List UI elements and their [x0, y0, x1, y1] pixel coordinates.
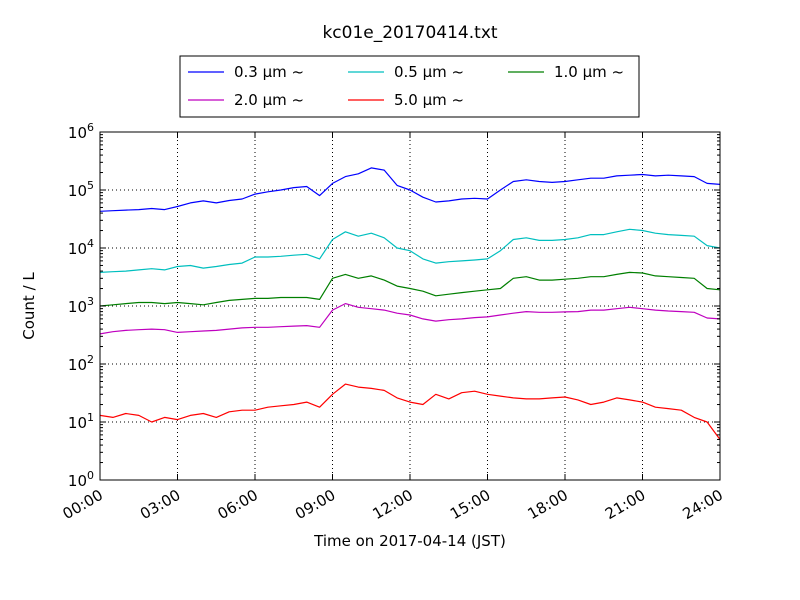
y-axis-title: Count / L: [20, 272, 38, 340]
y-tick-label: 102: [68, 353, 94, 374]
series-line-2: [99, 271, 721, 307]
chart-title: kc01e_20170414.txt: [322, 23, 497, 43]
series-line-4: [99, 383, 721, 440]
legend-box: [179, 55, 640, 118]
series-line-3: [99, 303, 721, 335]
legend-item: 0.3 μm ~: [188, 63, 304, 81]
y-tick-label: 103: [68, 295, 94, 316]
series-layer: [99, 167, 721, 440]
y-tick-label: 105: [68, 179, 94, 200]
legend-label: 0.5 μm ~: [394, 63, 464, 81]
grid-layer: [100, 132, 720, 480]
legend-item: 2.0 μm ~: [188, 91, 304, 109]
legend-item: 1.0 μm ~: [508, 63, 624, 81]
legend: 0.3 μm ~ 0.5 μm ~ 1.0 μm ~ 2.0 μm ~ 5.0 μm ~: [179, 55, 640, 118]
x-axis-title: Time on 2017-04-14 (JST): [313, 532, 506, 550]
legend-label: 0.3 μm ~: [234, 63, 304, 81]
legend-item: 0.5 μm ~: [348, 63, 464, 81]
legend-label: 1.0 μm ~: [554, 63, 624, 81]
y-tick-label: 100: [68, 469, 94, 490]
series-line-1: [99, 228, 721, 273]
legend-label: 5.0 μm ~: [394, 91, 464, 109]
legend-item: 5.0 μm ~: [348, 91, 464, 109]
y-tick-label: 104: [68, 237, 94, 258]
legend-label: 2.0 μm ~: [234, 91, 304, 109]
y-tick-label: 106: [68, 121, 94, 142]
y-tick-label: 101: [68, 411, 94, 432]
series-line-0: [99, 167, 721, 212]
